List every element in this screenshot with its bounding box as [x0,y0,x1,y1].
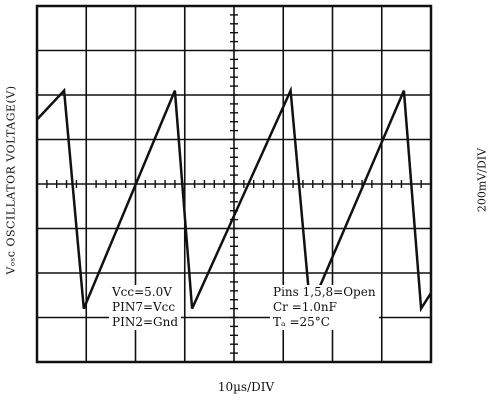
y-scale-label: 200mV/DIV [475,147,489,213]
conditions-left: Vcc=5.0V PIN7=Vcc PIN2=Gnd [109,285,181,330]
condition-cr: Cr =1.0nF [273,300,337,314]
condition-vcc: Vcc=5.0V [112,285,172,299]
y-axis-label: Vₒₛᴄ OSCILLATOR VOLTAGE(V) [4,85,18,275]
condition-ta: Tₐ =25°C [273,315,330,329]
oscillator-waveform [36,85,433,313]
conditions-right: Pins 1,5,8=Open Cr =1.0nF Tₐ =25°C [270,285,379,330]
condition-pin2: PIN2=Gnd [112,315,178,329]
condition-pins: Pins 1,5,8=Open [273,285,376,299]
center-ticks [36,5,432,363]
x-axis-label: 10µs/DIV [217,380,275,394]
condition-pin7: PIN7=Vcc [112,300,176,314]
